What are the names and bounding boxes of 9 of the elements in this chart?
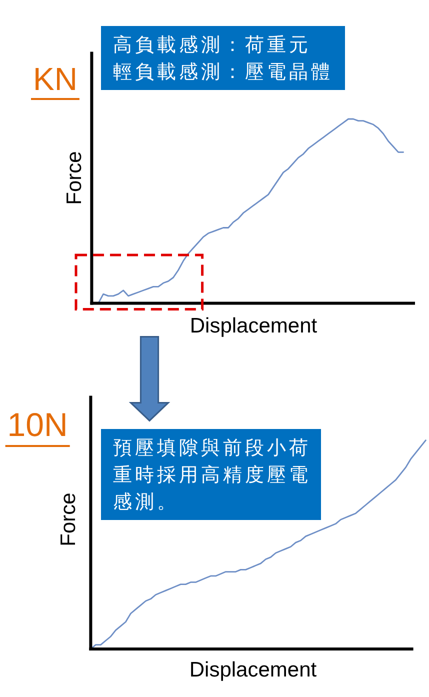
text: KN bbox=[33, 61, 78, 97]
text: 高負載感測：荷重元 bbox=[113, 34, 312, 58]
x-axis-title: Displacement bbox=[190, 314, 318, 338]
annotation: 預壓填隙與前段小荷重時採用高精度壓電感測。 bbox=[113, 437, 312, 515]
x-axis-title: Displacement bbox=[189, 658, 317, 682]
text: 輕負載感測：壓電晶體 bbox=[113, 61, 334, 85]
y-axis-title: Force bbox=[57, 492, 80, 546]
y-axis-title: Force bbox=[63, 151, 86, 205]
text: 10N bbox=[7, 406, 68, 443]
